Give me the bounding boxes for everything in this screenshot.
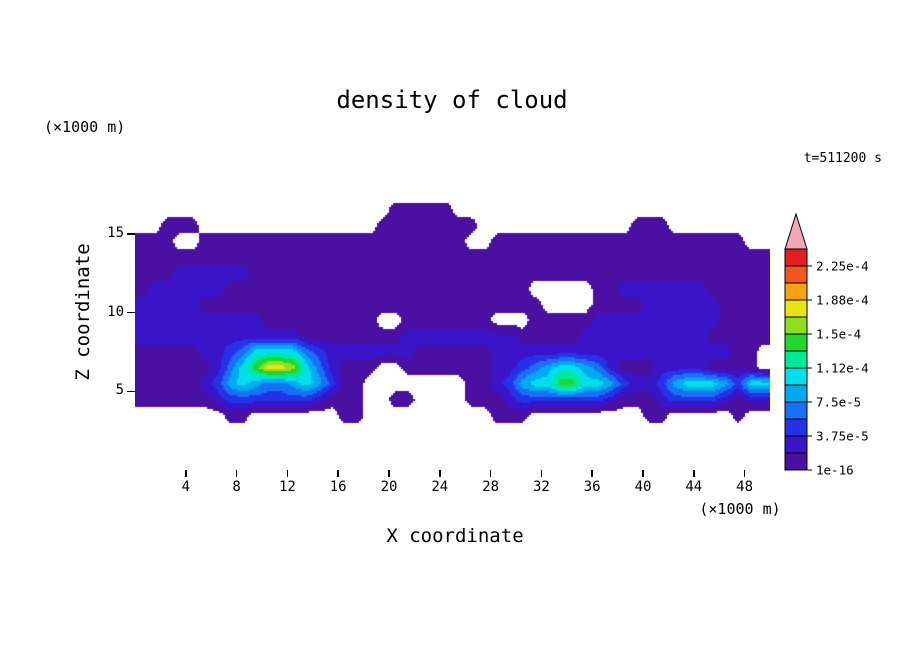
z-tick-label: 15: [107, 224, 124, 241]
colorbar-band: [784, 435, 808, 454]
x-tick-mark: [185, 470, 187, 477]
x-tick-mark: [439, 470, 441, 477]
cloud-density-heatmap: [135, 155, 770, 470]
x-tick-mark: [388, 470, 390, 477]
x-tick-mark: [591, 470, 593, 477]
colorbar-band: [784, 401, 808, 420]
colorbar-band: [784, 316, 808, 335]
colorbar-tick-label: 3.75e-5: [816, 429, 869, 444]
colorbar-band: [784, 418, 808, 437]
x-tick-label: 36: [583, 479, 601, 495]
colorbar-band: [784, 248, 808, 267]
x-tick-label: 44: [685, 479, 703, 495]
colorbar-tick-label: 7.5e-5: [816, 395, 861, 410]
x-tick-mark: [337, 470, 339, 477]
colorbar-tick-label: 1.88e-4: [816, 293, 869, 308]
x-tick-label: 40: [634, 479, 652, 495]
x-tick-mark: [540, 470, 543, 477]
x-tick-label: 24: [431, 479, 449, 495]
colorbar-band: [784, 265, 808, 284]
x-tick-mark: [489, 470, 492, 477]
colorbar-band: [784, 282, 808, 301]
z-tick-mark: [127, 390, 135, 392]
z-tick-label: 5: [115, 382, 124, 399]
x-tick-mark: [693, 470, 695, 477]
x-tick-label: 20: [380, 479, 398, 495]
colorbar-tick-label: 1.12e-4: [816, 361, 869, 376]
z-axis-unit-label: (×1000 m): [44, 118, 126, 136]
x-tick-label: 8: [232, 479, 241, 495]
z-tick-mark: [127, 311, 135, 314]
x-tick-label: 48: [736, 479, 754, 495]
colorbar-tick-label: 1e-16: [816, 463, 854, 478]
colorbar-overflow-arrow: [784, 212, 808, 250]
x-tick-label: 28: [482, 479, 500, 495]
x-tick-mark: [235, 470, 238, 477]
x-tick-mark: [642, 470, 644, 477]
plot-title: density of cloud: [336, 86, 568, 114]
x-tick-mark: [286, 470, 289, 477]
colorbar-band: [784, 384, 808, 403]
x-tick-label: 32: [532, 479, 550, 495]
colorbar-band: [784, 350, 808, 369]
time-stamp-label: t=511200 s: [803, 151, 882, 166]
x-tick-label: 12: [278, 479, 296, 495]
colorbar-band: [784, 333, 808, 352]
colorbar-band: [784, 299, 808, 318]
colorbar: 1e-16 3.75e-5 7.5e-5 1.12e-4 1.5e-4 1.88e-4 2.…: [784, 212, 869, 478]
x-tick-label: 16: [329, 479, 347, 495]
x-axis-unit-label: (×1000 m): [699, 500, 781, 518]
x-tick-mark: [743, 470, 746, 477]
z-tick-mark: [127, 233, 135, 235]
z-tick-label: 10: [107, 303, 124, 320]
colorbar-tick-label: 1.5e-4: [816, 327, 861, 342]
x-tick-label: 4: [181, 479, 191, 495]
colorbar-band: [784, 367, 808, 386]
x-axis-title: X coordinate: [386, 525, 524, 547]
colorbar-band: [784, 452, 808, 471]
colorbar-tick-label: 2.25e-4: [816, 259, 869, 274]
